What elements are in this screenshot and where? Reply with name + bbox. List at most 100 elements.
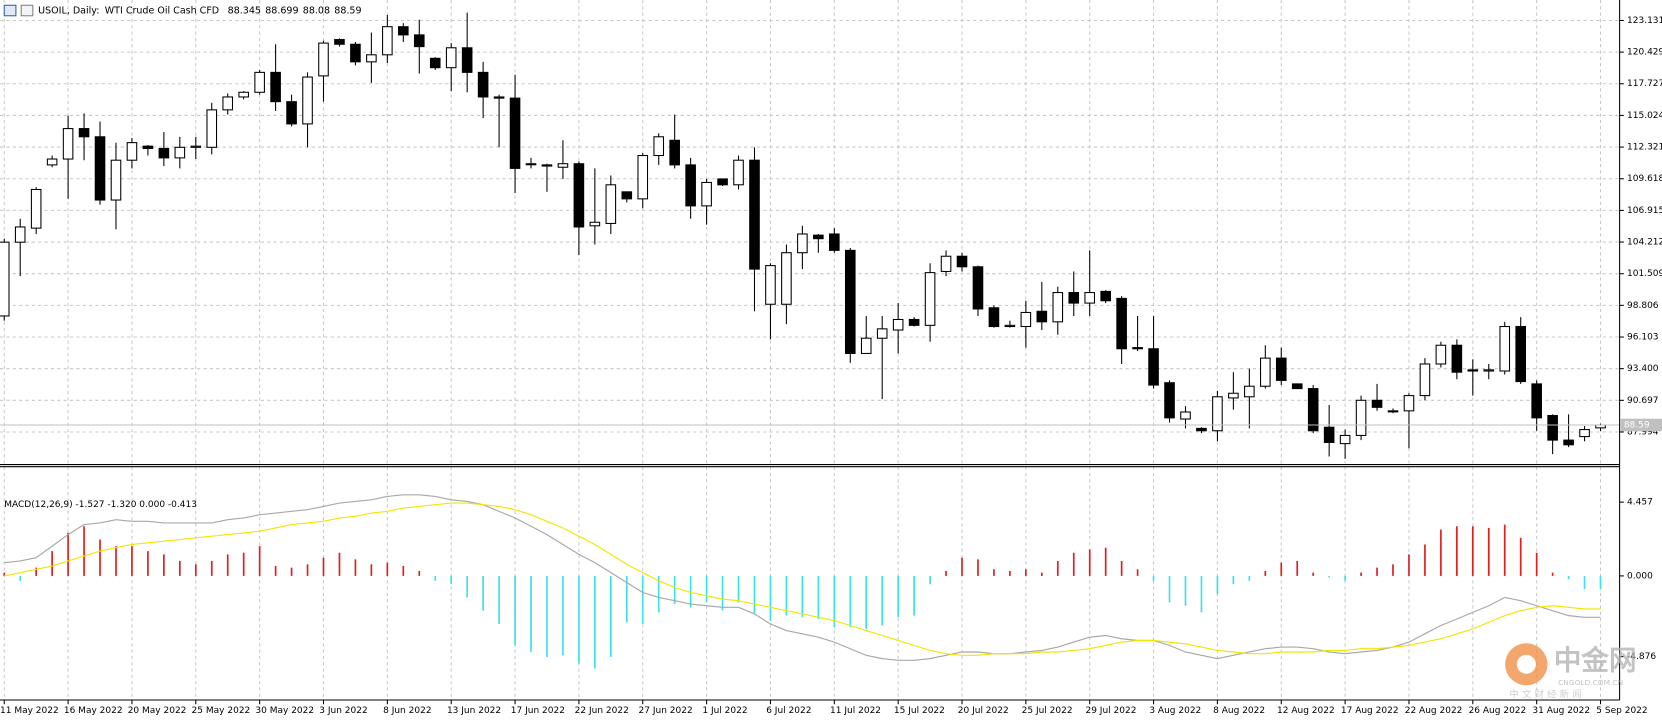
candle-body bbox=[765, 265, 776, 305]
watermark-logo: 中金网 bbox=[1554, 645, 1637, 677]
x-tick-label: 31 Aug 2022 bbox=[1532, 706, 1590, 716]
candle-body bbox=[350, 43, 361, 63]
ohlc-value: 88.699 bbox=[265, 5, 298, 16]
candle-body bbox=[1307, 388, 1319, 432]
candle-body bbox=[206, 109, 218, 148]
candle-body bbox=[924, 272, 936, 326]
candle-body bbox=[829, 233, 840, 251]
x-tick-label: 25 May 2022 bbox=[192, 706, 251, 716]
candle-body bbox=[1036, 310, 1048, 323]
x-tick-label: 15 Jul 2022 bbox=[894, 706, 945, 716]
candle-body bbox=[493, 96, 505, 99]
icon bbox=[20, 4, 34, 17]
candle-body bbox=[445, 47, 457, 69]
indicator-line bbox=[4, 494, 1601, 661]
symbol: USOIL, Daily: bbox=[38, 5, 99, 16]
candle-body bbox=[573, 163, 585, 228]
candle-body bbox=[1531, 383, 1542, 419]
x-tick-label: 16 May 2022 bbox=[64, 706, 123, 716]
candle-body bbox=[270, 71, 281, 103]
x-tick-label: 12 Aug 2022 bbox=[1277, 706, 1335, 716]
candle-body bbox=[605, 184, 617, 224]
candle-body bbox=[158, 147, 170, 159]
candle-body bbox=[1275, 357, 1287, 381]
candle-body bbox=[685, 164, 696, 207]
watermark-tagline: 中 文 财 经 新 闻 bbox=[1509, 688, 1581, 700]
header: USOIL, Daily: WTI Crude Oil Cash CFD 88.34… bbox=[3, 4, 362, 17]
x-tick-label: 26 Aug 2022 bbox=[1469, 706, 1527, 716]
candle-body bbox=[541, 164, 553, 167]
candle-body bbox=[477, 71, 489, 98]
candle-body bbox=[1068, 292, 1080, 304]
candle-body bbox=[1100, 290, 1111, 302]
candle-body bbox=[749, 159, 760, 270]
x-tick-label: 29 Jul 2022 bbox=[1085, 706, 1136, 716]
candle-body bbox=[302, 76, 313, 125]
x-tick-label: 22 Jun 2022 bbox=[575, 706, 629, 716]
candle-body bbox=[14, 226, 26, 243]
y-tick-label: 98.806 bbox=[1627, 301, 1659, 311]
candle-body bbox=[860, 337, 872, 354]
candle-body bbox=[972, 266, 984, 310]
candle-body bbox=[701, 181, 712, 207]
candle-body bbox=[509, 97, 521, 169]
ohlc-value: 88.08 bbox=[303, 5, 330, 16]
candle-body bbox=[1052, 292, 1064, 323]
macd-panel: MACD(12,26,9) -1.527 -1.320 0.000 -0.413 bbox=[3, 494, 1602, 669]
y-tick-label: 112.321 bbox=[1627, 143, 1662, 153]
candle-body bbox=[1020, 311, 1032, 328]
x-tick-label: 20 Jul 2022 bbox=[958, 706, 1009, 716]
y-tick-label: 4.457 bbox=[1627, 498, 1653, 508]
candle-body bbox=[908, 318, 920, 326]
candle-body bbox=[94, 136, 106, 201]
candle-body bbox=[1579, 429, 1590, 438]
y-tick-label: 93.400 bbox=[1627, 364, 1659, 374]
candle-body bbox=[1228, 392, 1239, 399]
candle-body bbox=[142, 145, 154, 150]
x-tick-label: 30 May 2022 bbox=[255, 706, 314, 716]
x-tick-label: 8 Jun 2022 bbox=[383, 706, 431, 716]
ohlc-value: 88.345 bbox=[228, 5, 261, 16]
y-tick-label: 115.024 bbox=[1627, 111, 1662, 121]
candle-body bbox=[1515, 325, 1527, 383]
candle-body bbox=[717, 178, 728, 186]
candle-body bbox=[781, 252, 792, 305]
x-tick-label: 22 Aug 2022 bbox=[1405, 706, 1463, 716]
candle-body bbox=[1483, 369, 1495, 372]
y-tick-label: 120.429 bbox=[1627, 48, 1662, 58]
y-tick-label: 106.915 bbox=[1627, 206, 1662, 216]
y-tick-label: 90.697 bbox=[1627, 396, 1659, 406]
x-tick-label: 5 Sep 2022 bbox=[1596, 706, 1647, 716]
candle-body bbox=[190, 145, 202, 148]
candle-body bbox=[1244, 385, 1255, 398]
y-tick-label: 0.000 bbox=[1627, 571, 1653, 581]
x-tick-label: 20 May 2022 bbox=[128, 706, 187, 716]
candle-body bbox=[62, 128, 74, 160]
candle-body bbox=[1260, 357, 1271, 387]
y-tick-label: 101.509 bbox=[1627, 269, 1662, 279]
candles bbox=[0, 12, 1620, 459]
candle-body bbox=[525, 163, 537, 166]
y-tick-label: 123.131 bbox=[1627, 16, 1662, 26]
x-tick-label: 3 Aug 2022 bbox=[1149, 706, 1201, 716]
indicator-label: MACD(12,26,9) -1.527 -1.320 0.000 -0.413 bbox=[4, 500, 197, 510]
x-tick-label: 3 Jun 2022 bbox=[319, 706, 367, 716]
candle-body bbox=[1004, 324, 1016, 328]
y-tick-label: 96.103 bbox=[1627, 333, 1659, 343]
candle-body bbox=[1371, 399, 1383, 408]
description: WTI Crude Oil Cash CFD bbox=[105, 5, 219, 16]
y-tick-label: 104.212 bbox=[1627, 238, 1662, 248]
candle-body bbox=[876, 328, 888, 339]
candle-body bbox=[892, 318, 904, 331]
candle-body bbox=[940, 255, 952, 272]
current-price-box bbox=[1620, 418, 1662, 432]
candle-body bbox=[318, 42, 329, 77]
candle-body bbox=[813, 234, 824, 240]
ohlc-value: 88.59 bbox=[334, 5, 361, 16]
watermark-logo-icon bbox=[1516, 654, 1536, 674]
candle-body bbox=[844, 249, 856, 354]
candle-body bbox=[988, 307, 1000, 328]
candle-body bbox=[78, 128, 90, 138]
x-tick-label: 17 Aug 2022 bbox=[1341, 706, 1399, 716]
